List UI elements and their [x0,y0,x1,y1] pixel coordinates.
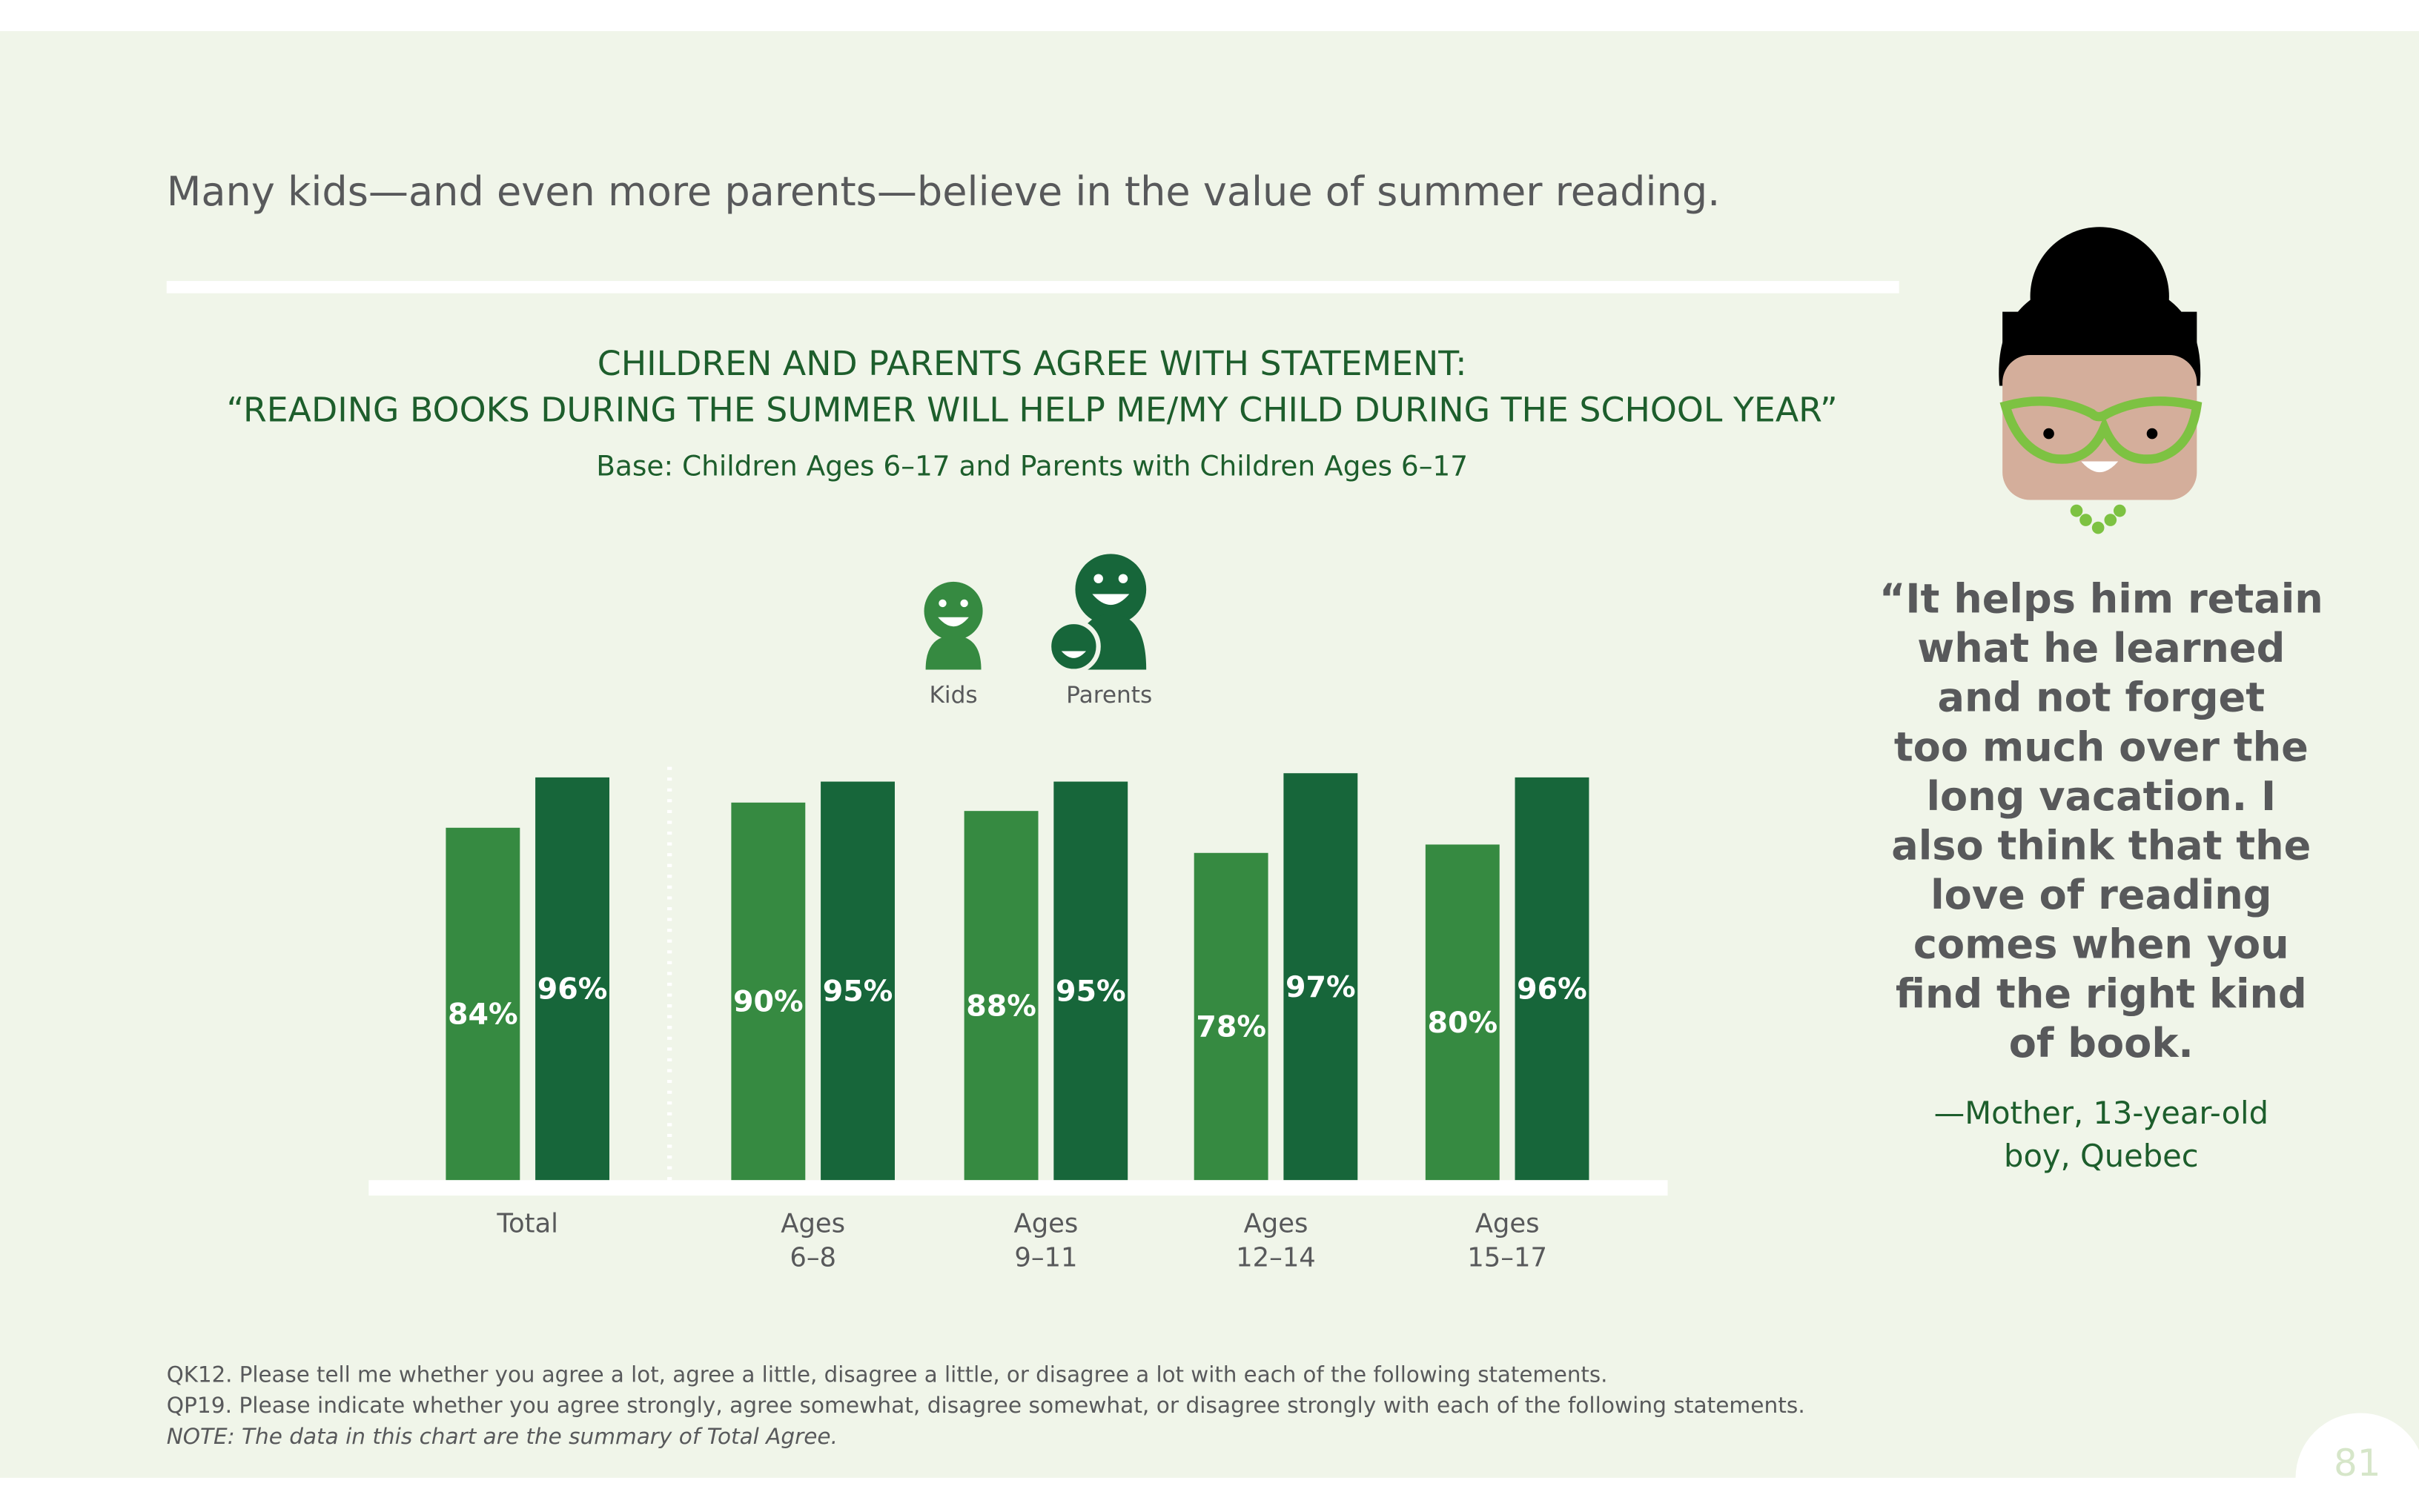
data-label: 84% [448,998,518,1032]
x-tick-label: 9–11 [1014,1242,1077,1273]
quote-line: long vacation. I [1926,773,2276,820]
bar [1425,844,1500,1181]
quote-line: and not forget [1938,674,2266,721]
bar [821,781,895,1181]
legend-parents-icon [1046,554,1147,674]
quote-line: of book. [2009,1020,2194,1067]
quote-attribution: —Mother, 13-year-old [1934,1095,2269,1131]
bar [1283,773,1358,1181]
quote-line: find the right kind [1896,970,2307,1017]
data-label: 90% [733,985,804,1019]
x-tick-label: 6–8 [790,1242,836,1273]
quote-line: “It helps him retain [1879,576,2323,623]
bar [964,811,1039,1181]
bar [1194,852,1268,1181]
x-tick-label: Ages [1244,1209,1308,1239]
x-tick-label: Ages [1014,1209,1079,1239]
data-label: 80% [1427,1006,1498,1040]
legend-label: Parents [1066,682,1152,709]
quote-line: comes when you [1913,921,2289,968]
footnote: QP19. Please indicate whether you agree … [167,1393,1805,1418]
bottom-strip [0,1477,2419,1512]
quote-line: too much over the [1894,723,2309,770]
page-number: 81 [2334,1442,2381,1485]
bar [446,827,520,1181]
divider [166,281,1899,294]
data-label: 95% [823,975,893,1009]
footnote: NOTE: The data in this chart are the sum… [167,1424,838,1449]
x-tick-label: Ages [1475,1209,1540,1239]
chart-subtitle: Base: Children Ages 6–17 and Parents wit… [596,449,1468,482]
content-background [0,30,2419,1478]
x-tick-label: 12–14 [1236,1242,1316,1273]
x-tick-label: 15–17 [1467,1242,1547,1273]
x-tick-label: Total [496,1209,558,1239]
bar [1515,777,1589,1181]
legend-kids-icon [924,581,983,670]
quote-attribution: boy, Quebec [2004,1138,2199,1174]
bar [535,777,609,1181]
footnote: QK12. Please tell me whether you agree a… [167,1362,1608,1387]
footnotes: QK12. Please tell me whether you agree a… [167,1362,1805,1449]
chart-title: “READING BOOKS DURING THE SUMMER WILL HE… [227,390,1838,429]
headline: Many kids—and even more parents—believe … [167,168,1721,215]
bar [1053,781,1128,1181]
x-tick-label: Ages [781,1209,845,1239]
data-label: 95% [1056,975,1126,1009]
baseline [368,1180,1668,1196]
illustration [1999,227,2203,534]
legend-label: Kids [929,682,977,709]
quote-line: also think that the [1891,823,2311,869]
quote-line: love of reading [1930,872,2271,918]
data-label: 78% [1196,1010,1266,1044]
bar [731,802,806,1181]
data-label: 96% [537,972,608,1007]
quote-line: what he learned [1917,625,2285,672]
chart-title: CHILDREN AND PARENTS AGREE WITH STATEMEN… [598,344,1467,383]
data-label: 96% [1517,972,1587,1007]
data-label: 88% [966,989,1036,1023]
data-label: 97% [1285,970,1356,1004]
